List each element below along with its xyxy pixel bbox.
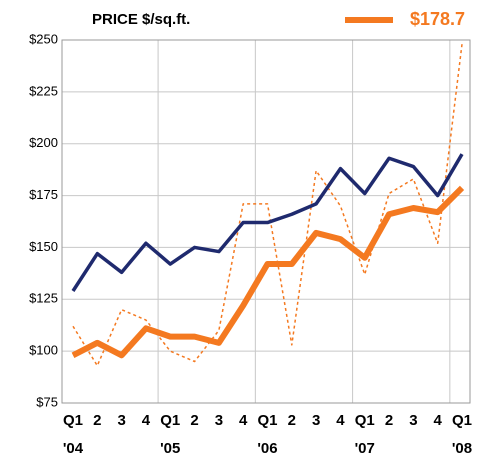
y-tick-label: $75 [36, 394, 58, 409]
x-tick-label: Q1 [160, 412, 180, 429]
x-year-label: '07 [355, 440, 375, 457]
x-tick-label: 2 [385, 412, 393, 429]
x-year-label: '08 [452, 440, 472, 457]
x-tick-label: 4 [434, 412, 443, 429]
y-tick-label: $250 [29, 31, 58, 46]
series-line [71, 185, 465, 359]
x-tick-label: 2 [288, 412, 296, 429]
x-year-label: '05 [160, 440, 180, 457]
legend-label: $178.7 [410, 9, 465, 29]
y-tick-label: $175 [29, 187, 58, 202]
y-tick-label: $100 [29, 343, 58, 358]
y-tick-label: $225 [29, 83, 58, 98]
x-year-label: '06 [257, 440, 277, 457]
x-tick-label: 2 [93, 412, 101, 429]
x-tick-label: 3 [409, 412, 417, 429]
x-tick-label: 3 [117, 412, 125, 429]
chart-title: PRICE $/sq.ft. [92, 11, 190, 28]
x-year-label: '04 [63, 440, 84, 457]
x-tick-label: 4 [239, 412, 248, 429]
x-tick-label: 3 [215, 412, 223, 429]
plot-frame [61, 39, 471, 404]
series-line [72, 44, 463, 367]
x-tick-label: Q1 [355, 412, 375, 429]
x-tick-label: 4 [142, 412, 151, 429]
x-tick-label: 3 [312, 412, 320, 429]
x-tick-label: 4 [336, 412, 345, 429]
y-tick-label: $150 [29, 239, 58, 254]
series-line [71, 153, 464, 292]
x-tick-label: Q1 [63, 412, 83, 429]
x-tick-label: Q1 [257, 412, 277, 429]
x-tick-label: Q1 [452, 412, 472, 429]
y-tick-label: $200 [29, 135, 58, 150]
x-tick-label: 2 [190, 412, 198, 429]
y-tick-label: $125 [29, 291, 58, 306]
